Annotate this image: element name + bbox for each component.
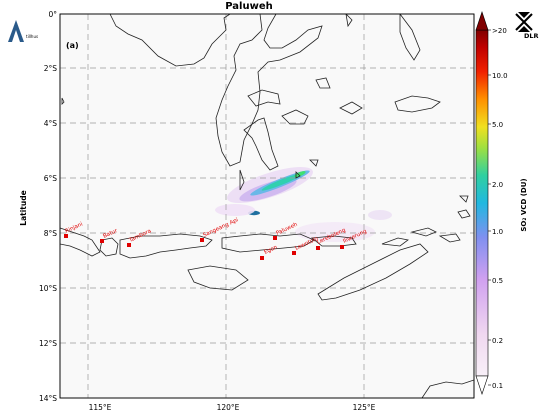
colorbar	[475, 11, 489, 395]
colorbar-tick-label: 0.1	[492, 382, 503, 390]
colorbar-tick-label: 0.5	[492, 277, 503, 285]
lat-tick-label: 0°	[48, 10, 57, 19]
volcano-label: Egon	[263, 244, 279, 255]
so2-plume	[215, 167, 392, 242]
map-title: Paluweh	[225, 1, 273, 12]
lon-tick-label: 120°E	[217, 403, 240, 412]
svg-text:tillhus: tillhus	[26, 34, 38, 39]
dlr-logo-text: DLR	[524, 32, 539, 40]
y-axis-label: Latitude	[19, 190, 28, 225]
lat-tick-label: 10°S	[39, 284, 57, 293]
colorbar-extend-high	[475, 11, 489, 31]
colorbar-tick-label: 0.2	[492, 337, 503, 345]
colorbar-tick-label: 5.0	[492, 121, 503, 129]
lat-tick-label: 8°S	[44, 229, 58, 238]
colorbar-extend-low	[475, 375, 489, 395]
panel-label: (a)	[66, 41, 79, 50]
lat-tick-label: 2°S	[44, 64, 58, 73]
lon-tick-label: 125°E	[353, 403, 376, 412]
map-frame	[59, 13, 475, 399]
lat-tick-label: 6°S	[44, 174, 58, 183]
lat-tick-label: 14°S	[39, 394, 57, 403]
lat-tick-label: 12°S	[39, 339, 57, 348]
colorbar-tick-label: 10.0	[492, 72, 508, 80]
institution-logo: tillhus	[8, 20, 38, 42]
lat-tick-label: 4°S	[44, 119, 58, 128]
colorbar-label: SO₂ VCD (DU)	[520, 178, 528, 231]
colorbar-tick-label: >20	[492, 27, 507, 35]
volcano-markers	[64, 234, 344, 260]
lon-tick-label: 115°E	[89, 403, 112, 412]
coastlines	[60, 14, 474, 398]
dlr-logo: DLR	[515, 12, 539, 40]
gridlines	[60, 14, 474, 398]
colorbar-tick-label: 2.0	[492, 181, 503, 189]
colorbar-tick-label: 1.0	[492, 228, 503, 236]
